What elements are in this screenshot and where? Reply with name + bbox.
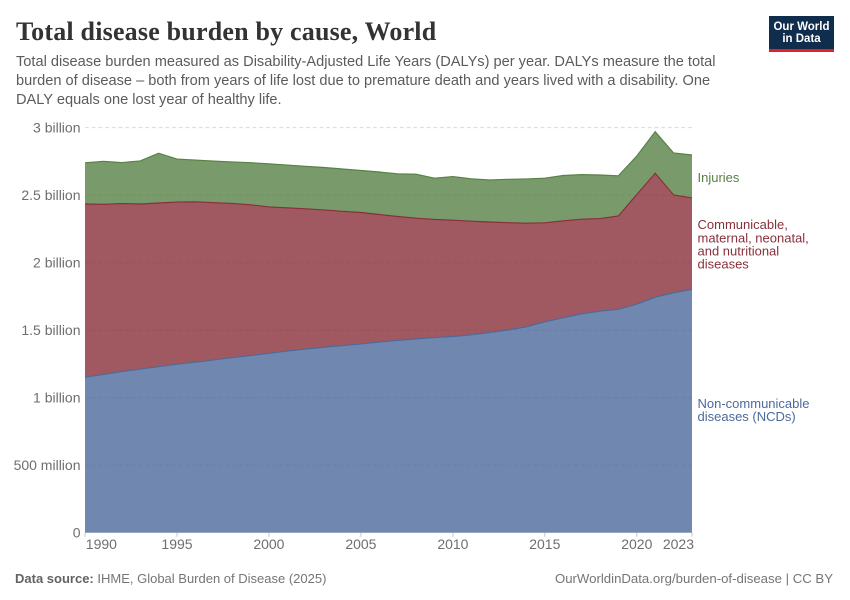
svg-text:2.5 billion: 2.5 billion	[21, 187, 80, 203]
svg-text:2023: 2023	[663, 536, 694, 552]
svg-text:3 billion: 3 billion	[33, 119, 80, 135]
svg-text:2000: 2000	[253, 536, 284, 552]
svg-text:Communicable,: Communicable,	[698, 217, 788, 232]
svg-text:maternal, neonatal,: maternal, neonatal,	[698, 230, 809, 245]
svg-text:1990: 1990	[86, 536, 117, 552]
svg-text:0: 0	[73, 525, 81, 541]
svg-text:Non-communicable: Non-communicable	[698, 396, 810, 411]
svg-text:1.5 billion: 1.5 billion	[21, 322, 80, 338]
svg-text:500 million: 500 million	[14, 457, 81, 473]
svg-text:2 billion: 2 billion	[33, 254, 80, 270]
svg-text:diseases: diseases	[698, 257, 750, 272]
svg-text:Injuries: Injuries	[698, 170, 740, 185]
svg-text:1 billion: 1 billion	[33, 389, 80, 405]
svg-text:2015: 2015	[529, 536, 560, 552]
svg-text:diseases (NCDs): diseases (NCDs)	[698, 409, 796, 424]
svg-text:2020: 2020	[621, 536, 652, 552]
svg-text:and nutritional: and nutritional	[698, 243, 780, 258]
svg-text:1995: 1995	[161, 536, 192, 552]
svg-text:2005: 2005	[345, 536, 376, 552]
svg-text:2010: 2010	[437, 536, 468, 552]
